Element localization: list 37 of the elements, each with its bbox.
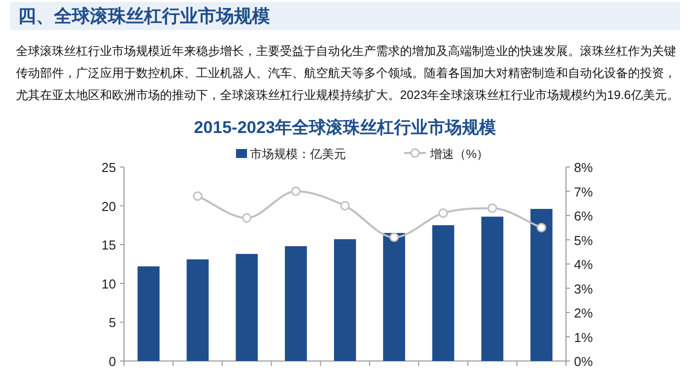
y-tick-label: 10 (102, 276, 116, 292)
bar (138, 266, 160, 361)
bar (481, 216, 504, 361)
bar (530, 208, 552, 361)
bar (284, 246, 307, 361)
bar (236, 254, 258, 361)
y2-tick-label: 2% (574, 306, 594, 320)
y2-tick-label: 7% (574, 184, 594, 200)
y2-tick-label: 3% (574, 281, 594, 296)
point (242, 213, 252, 223)
bar (186, 259, 209, 361)
bar (383, 232, 406, 361)
point (438, 208, 448, 218)
legend-label: 市场规模：亿美元 (250, 147, 346, 161)
y2-tick-label: 5% (574, 232, 594, 248)
bar (334, 239, 356, 361)
y2-tick-label: 0% (574, 354, 594, 368)
y2-tick-label: 4% (574, 257, 594, 272)
y2-tick-label: 8% (574, 160, 594, 175)
y2-tick-label: 1% (574, 330, 594, 345)
chart-title: 2015-2023年全球滚珠丝杠行业市场规模 (192, 117, 498, 139)
text: 四、全球滚珠丝杠行业市场规模 (10, 2, 680, 30)
y-tick-label: 5 (108, 315, 116, 330)
point (291, 186, 301, 196)
point (488, 203, 498, 213)
y2-tick-label: 6% (574, 208, 594, 224)
text: 全球滚珠丝杠行业市场规模近年来稳步增长，主要受益于自动化生产需求的增加及高端制造业的快速发展。滚珠丝杠作为关键传动部件，广泛应用于数控机床、工业机器人、汽车、航空航天等多个领域。随着各国加大对精密制造和自动化设备的投资，尤其在亚太地区和欧洲市场的推动下，全球滚珠丝杠行业规模持续扩大。2023年全球滚珠丝杠行业市场规模约为19.6亿美元。 (16, 43, 680, 104)
y-tick-label: 0 (108, 354, 116, 368)
point (536, 222, 546, 232)
point (340, 201, 350, 211)
point (192, 191, 202, 201)
legend-label: 增速（%） (429, 147, 489, 161)
point (389, 232, 399, 242)
y-tick-label: 15 (102, 238, 116, 253)
y-tick-label: 20 (102, 198, 116, 214)
bar (432, 225, 454, 361)
y-tick-label: 25 (102, 160, 116, 175)
